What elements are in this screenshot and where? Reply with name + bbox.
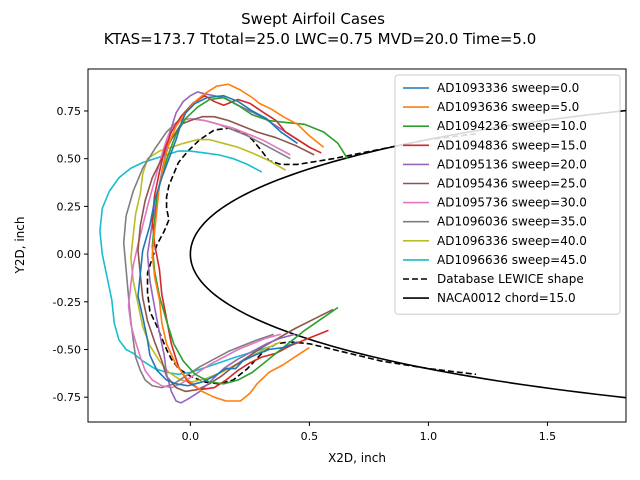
- x-axis-label: X2D, inch: [328, 451, 386, 465]
- plot-frame: [87, 68, 627, 423]
- chart-title: Swept Airfoil Cases: [241, 10, 385, 28]
- series-line-ad1094836-sweep-15-0: [151, 94, 329, 391]
- series-line-ad1095436-sweep-25-0: [137, 115, 334, 393]
- legend-label: AD1095736 sweep=30.0: [437, 196, 587, 210]
- series-line-ad1093636-sweep-5-0: [151, 83, 325, 402]
- series-layer: [99, 83, 626, 404]
- legend-box: [394, 74, 621, 315]
- y-tick-label: 0.00: [57, 248, 82, 261]
- series-line-ad1094236-sweep-10-0: [151, 96, 349, 385]
- legend-label: AD1095436 sweep=25.0: [437, 177, 587, 191]
- legend-label: AD1094236 sweep=10.0: [437, 119, 587, 133]
- x-tick-label: 1.5: [539, 430, 557, 443]
- y-tick-label: 0.75: [57, 105, 82, 118]
- y-axis: 0.75 0.50 0.25 0.00 -0.25 -0.50 -0.75: [53, 105, 88, 404]
- legend-label: Database LEWICE shape: [437, 272, 584, 286]
- legend-label: AD1096636 sweep=45.0: [437, 253, 587, 267]
- legend-label: AD1095136 sweep=20.0: [437, 157, 587, 171]
- series-line-ad1096636-sweep-45-0: [99, 150, 274, 376]
- chart-subtitle: KTAS=173.7 Ttotal=25.0 LWC=0.75 MVD=20.0…: [104, 30, 537, 48]
- series-line-ad1095736-sweep-30-0: [127, 117, 291, 389]
- series-line-naca0012-chord-15-0: [189, 109, 626, 399]
- y-tick-label: -0.50: [53, 343, 81, 356]
- y-tick-label: -0.25: [53, 296, 81, 309]
- legend-label: AD1093336 sweep=0.0: [437, 81, 579, 95]
- series-line-ad1093336-sweep-0-0: [137, 94, 298, 387]
- legend-label: AD1093636 sweep=5.0: [437, 100, 579, 114]
- y-tick-label: -0.75: [53, 391, 81, 404]
- x-axis: 0.0 0.5 1.0 1.5: [182, 422, 557, 443]
- legend-label: AD1096336 sweep=40.0: [437, 234, 587, 248]
- series-line-ad1096336-sweep-40-0: [130, 138, 286, 383]
- legend-label: AD1096036 sweep=35.0: [437, 215, 587, 229]
- legend-label: NACA0012 chord=15.0: [437, 291, 576, 305]
- y-axis-label: Y2D, inch: [13, 217, 27, 275]
- x-tick-label: 0.5: [301, 430, 319, 443]
- x-tick-label: 1.0: [420, 430, 438, 443]
- legend: AD1093336 sweep=0.0 AD1093636 sweep=5.0 AD…: [394, 74, 621, 315]
- legend-label: AD1094836 sweep=15.0: [437, 138, 587, 152]
- x-tick-label: 0.0: [182, 430, 200, 443]
- y-tick-label: 0.25: [57, 200, 82, 213]
- y-tick-label: 0.50: [57, 153, 82, 166]
- series-line-database-lewice-shape: [146, 127, 477, 385]
